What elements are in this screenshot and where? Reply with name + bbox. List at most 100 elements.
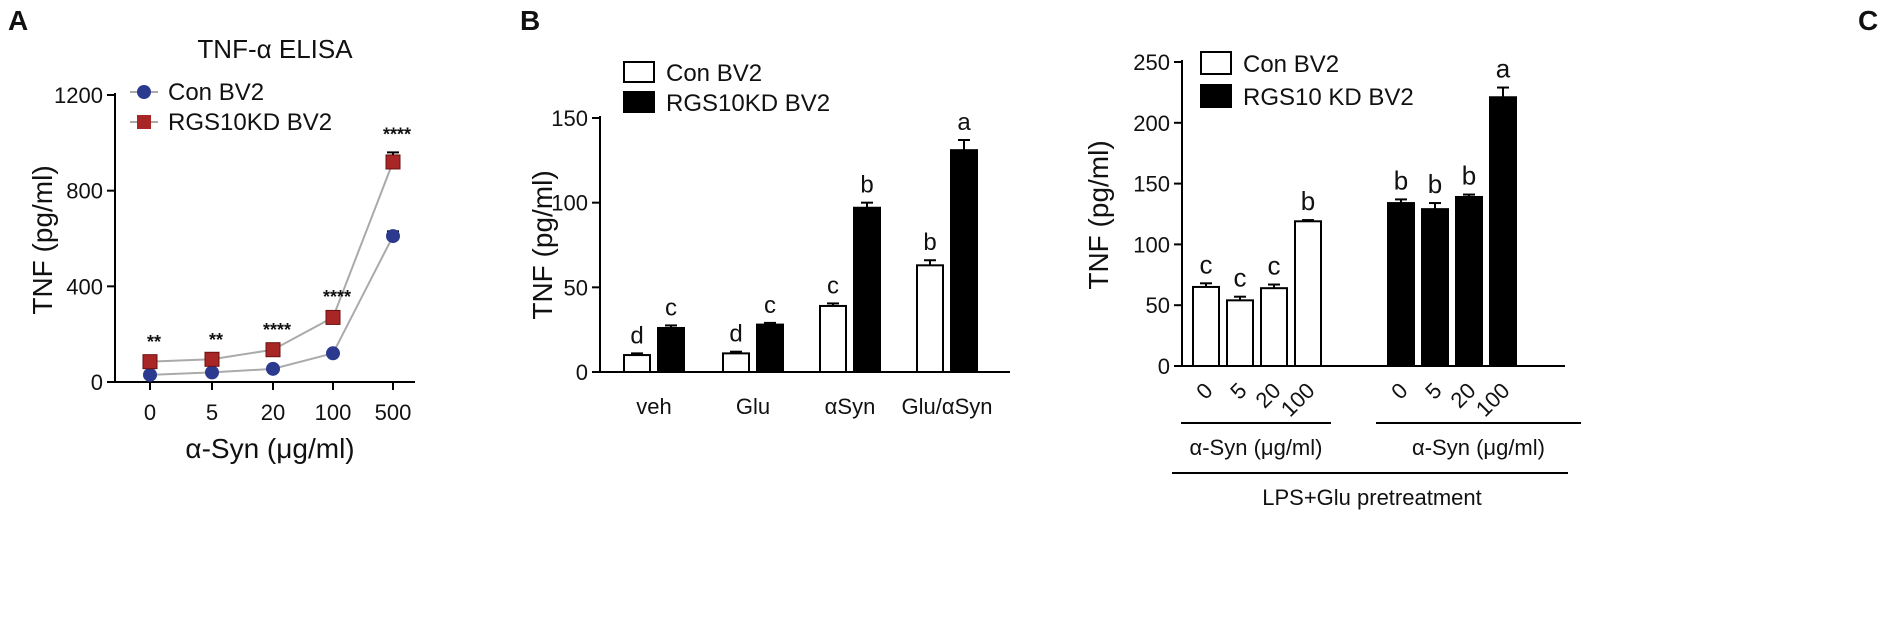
panel-letter-c: C: [1858, 5, 1878, 36]
letter-c-1-1: b: [1428, 169, 1442, 199]
y-axis-title-b: TNF (pg/ml): [527, 170, 558, 319]
point-a-con-3: [326, 346, 340, 361]
x-tick-label-c-0-3: 100: [1276, 378, 1320, 422]
y-tick-label-c-100: 100: [1133, 232, 1170, 257]
y-axis-title-a: TNF (pg/ml): [27, 165, 58, 314]
bar-b-1-0: [657, 326, 685, 373]
letter-b-1-0: c: [665, 294, 677, 321]
legend-swatch-b-1: [623, 91, 655, 113]
significance-a-4: ****: [383, 124, 411, 144]
point-a-con-2: [266, 361, 280, 376]
letter-b-0-0: d: [630, 322, 643, 349]
letter-c-0-1: c: [1234, 263, 1247, 293]
significance-a-0: **: [147, 332, 161, 352]
bar-b-0-1: [722, 352, 750, 373]
letter-b-1-1: c: [764, 292, 776, 319]
bar-c-1-2: [1455, 195, 1483, 367]
point-a-kd-4: [385, 154, 401, 170]
y-axis-title-c: TNF (pg/ml): [1083, 140, 1114, 289]
legend-label-b-0: Con BV2: [666, 60, 762, 87]
treatment-label-c: LPS+Glu pretreatment: [1262, 485, 1482, 510]
bar-c-1-3: [1489, 96, 1517, 367]
y-tick-label-c-50: 50: [1146, 293, 1170, 318]
point-a-kd-2: [265, 342, 281, 358]
y-tick-label-b-50: 50: [564, 275, 588, 300]
letter-b-0-1: d: [729, 321, 742, 348]
significance-a-3: ****: [323, 287, 351, 307]
legend-swatch-c-1: [1200, 84, 1232, 108]
letter-c-1-2: b: [1462, 161, 1476, 191]
x-tick-label-a-100: 100: [315, 400, 352, 425]
bar-b-0-0: [623, 354, 651, 374]
letter-c-0-0: c: [1200, 249, 1213, 279]
y-tick-label-b-100: 100: [551, 191, 588, 216]
letter-c-0-3: b: [1301, 186, 1315, 216]
bar-c-1-1: [1421, 208, 1449, 367]
group-label-c-0: α-Syn (μg/ml): [1190, 435, 1323, 460]
y-tick-label-c-0: 0: [1158, 354, 1170, 379]
bar-c-0-3: [1294, 220, 1322, 367]
x-axis-title-a: α-Syn (μg/ml): [185, 433, 354, 464]
x-tick-label-c-1-3: 100: [1471, 378, 1515, 422]
legend-label-c-1: RGS10 KD BV2: [1243, 84, 1414, 111]
point-a-kd-3: [325, 309, 341, 325]
point-a-kd-1: [204, 351, 220, 367]
legend-marker-a-0: [137, 85, 151, 99]
y-tick-label-c-200: 200: [1133, 111, 1170, 136]
letter-b-0-3: b: [923, 229, 936, 256]
legend-label-b-1: RGS10KD BV2: [666, 90, 830, 117]
letter-c-0-2: c: [1268, 251, 1281, 281]
letter-c-1-3: a: [1496, 54, 1511, 84]
x-tick-label-b-2: αSyn: [825, 394, 876, 419]
x-tick-label-c-0-1: 5: [1225, 378, 1251, 404]
y-tick-label-b-0: 0: [576, 360, 588, 385]
legend-swatch-c-0: [1200, 51, 1232, 75]
y-tick-label-c-150: 150: [1133, 172, 1170, 197]
x-tick-label-a-500: 500: [375, 400, 412, 425]
letter-b-1-2: b: [860, 172, 873, 199]
point-a-con-1: [205, 365, 219, 380]
x-tick-label-c-1-0: 0: [1386, 378, 1412, 404]
y-tick-label-a-1200: 1200: [54, 83, 103, 108]
x-tick-label-a-5: 5: [206, 400, 218, 425]
letter-c-1-0: b: [1394, 165, 1408, 195]
bar-b-0-2: [819, 304, 847, 373]
group-label-c-1: α-Syn (μg/ml): [1412, 435, 1545, 460]
x-tick-label-b-1: Glu: [736, 394, 770, 419]
bar-b-1-1: [756, 323, 784, 374]
y-tick-label-c-250: 250: [1133, 50, 1170, 75]
letter-b-1-3: a: [957, 109, 971, 136]
x-tick-label-b-0: veh: [636, 394, 671, 419]
panel-letter-b: B: [520, 5, 540, 36]
y-tick-label-b-150: 150: [551, 106, 588, 131]
legend-swatch-b-0: [623, 61, 655, 83]
y-tick-label-a-0: 0: [91, 370, 103, 395]
legend-label-a-1: RGS10KD BV2: [168, 109, 332, 136]
point-a-con-0: [143, 367, 157, 382]
y-tick-label-a-800: 800: [66, 179, 103, 204]
bar-b-0-3: [916, 264, 944, 374]
significance-a-1: **: [209, 330, 223, 350]
bar-c-1-0: [1387, 202, 1415, 367]
panel-letter-a: A: [8, 5, 28, 36]
bar-c-0-0: [1192, 285, 1220, 367]
x-tick-label-c-0-0: 0: [1191, 378, 1217, 404]
point-a-kd-0: [142, 354, 158, 370]
x-tick-label-a-20: 20: [261, 400, 285, 425]
y-tick-label-a-400: 400: [66, 274, 103, 299]
x-tick-label-c-1-1: 5: [1420, 378, 1446, 404]
bar-b-1-2: [853, 206, 881, 373]
bar-c-0-2: [1260, 287, 1288, 367]
point-a-con-4: [386, 229, 400, 244]
legend-label-c-0: Con BV2: [1243, 51, 1339, 78]
bar-c-0-1: [1226, 299, 1254, 367]
bar-b-1-3: [950, 149, 978, 373]
panel-a: A TNF-α ELISA 0 400 800 1200 0 5 20 100 500 TNF (pg…: [8, 5, 415, 464]
legend-label-a-0: Con BV2: [168, 79, 264, 106]
x-tick-label-b-3: Glu/αSyn: [902, 394, 993, 419]
chart-title-a: TNF-α ELISA: [197, 34, 353, 64]
legend-marker-a-1: [137, 115, 151, 129]
